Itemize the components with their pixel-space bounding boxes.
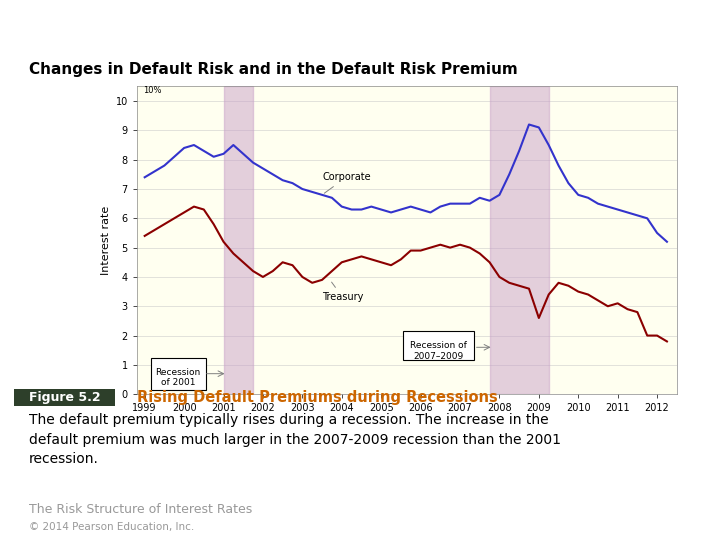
Text: The default premium typically rises during a recession. The increase in the
defa: The default premium typically rises duri… bbox=[29, 413, 561, 466]
FancyBboxPatch shape bbox=[403, 331, 474, 361]
Text: Treasury: Treasury bbox=[322, 282, 364, 302]
Text: Figure 5.2: Figure 5.2 bbox=[29, 391, 101, 404]
Text: Rising Default Premiums during Recessions: Rising Default Premiums during Recession… bbox=[137, 390, 498, 405]
Text: Recession of
2007–2009: Recession of 2007–2009 bbox=[410, 341, 467, 361]
Bar bbox=[223, 86, 253, 394]
Y-axis label: Interest rate: Interest rate bbox=[102, 206, 112, 275]
Text: 11 of 50: 11 of 50 bbox=[651, 524, 703, 534]
Bar bbox=[490, 86, 549, 394]
FancyBboxPatch shape bbox=[150, 357, 206, 390]
Text: Corporate: Corporate bbox=[322, 172, 371, 193]
Text: The Risk Structure of Interest Rates: The Risk Structure of Interest Rates bbox=[29, 503, 252, 516]
Text: © 2014 Pearson Education, Inc.: © 2014 Pearson Education, Inc. bbox=[29, 522, 194, 532]
Text: Changes in Default Risk and in the Default Risk Premium: Changes in Default Risk and in the Defau… bbox=[29, 62, 518, 77]
Text: Recession
of 2001: Recession of 2001 bbox=[156, 368, 201, 387]
FancyBboxPatch shape bbox=[14, 389, 115, 406]
Text: 10%: 10% bbox=[143, 86, 161, 95]
